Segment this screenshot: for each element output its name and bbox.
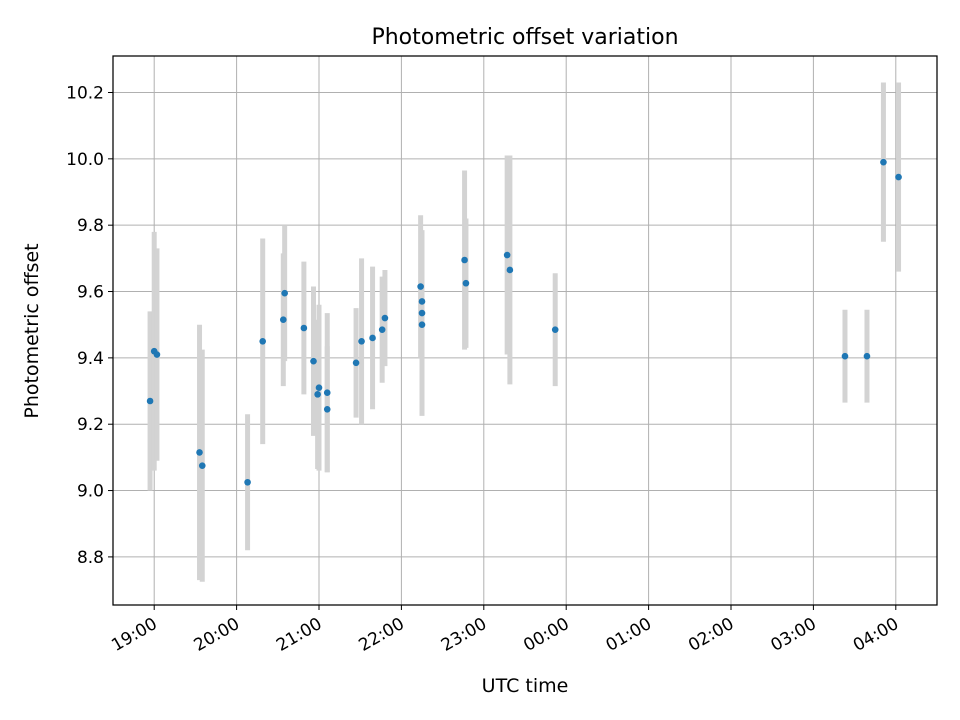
data-point (841, 352, 849, 360)
plot-frame (112, 55, 938, 606)
data-point (462, 279, 470, 287)
y-tick-label: 9.2 (77, 415, 104, 435)
data-point (503, 251, 511, 259)
y-tick-label: 9.6 (77, 283, 104, 303)
data-point (418, 309, 426, 317)
data-point (310, 357, 317, 365)
y-tick-label: 10.0 (66, 150, 104, 170)
y-tick-label: 9.8 (77, 216, 104, 236)
data-points (146, 158, 902, 486)
y-tick-label: 9.0 (77, 482, 104, 502)
y-tick-label: 8.8 (77, 548, 104, 568)
data-point (418, 321, 426, 328)
data-point (378, 326, 386, 333)
x-axis-label: UTC time (482, 675, 569, 697)
data-point (196, 449, 203, 456)
data-point (314, 391, 321, 398)
data-point (259, 337, 266, 345)
grid (113, 56, 937, 605)
data-point (315, 384, 323, 392)
data-point (300, 324, 308, 332)
data-point (369, 334, 376, 342)
data-point (461, 256, 468, 264)
data-point (279, 316, 287, 324)
data-point (880, 158, 887, 166)
data-point (244, 478, 251, 486)
y-axis-label: Photometric offset (21, 243, 43, 418)
y-tick-label: 10.2 (66, 83, 104, 103)
data-point (863, 352, 871, 360)
chart-title: Photometric offset variation (371, 25, 678, 50)
data-point (153, 351, 161, 358)
data-point (418, 298, 426, 305)
data-point (506, 266, 514, 274)
data-point (146, 397, 154, 405)
data-point (551, 326, 559, 333)
data-point (381, 314, 389, 322)
y-tick-label: 9.4 (77, 349, 104, 369)
data-point (198, 462, 206, 469)
data-point (352, 359, 360, 367)
data-point (323, 389, 331, 396)
y-axis-ticks: 8.8 9.0 9.2 9.4 9.6 9.8 10.0 10.2 (66, 83, 113, 568)
data-point (417, 283, 424, 290)
data-point (358, 337, 365, 345)
data-point (323, 405, 331, 413)
data-point (895, 173, 902, 181)
data-point (281, 289, 288, 297)
